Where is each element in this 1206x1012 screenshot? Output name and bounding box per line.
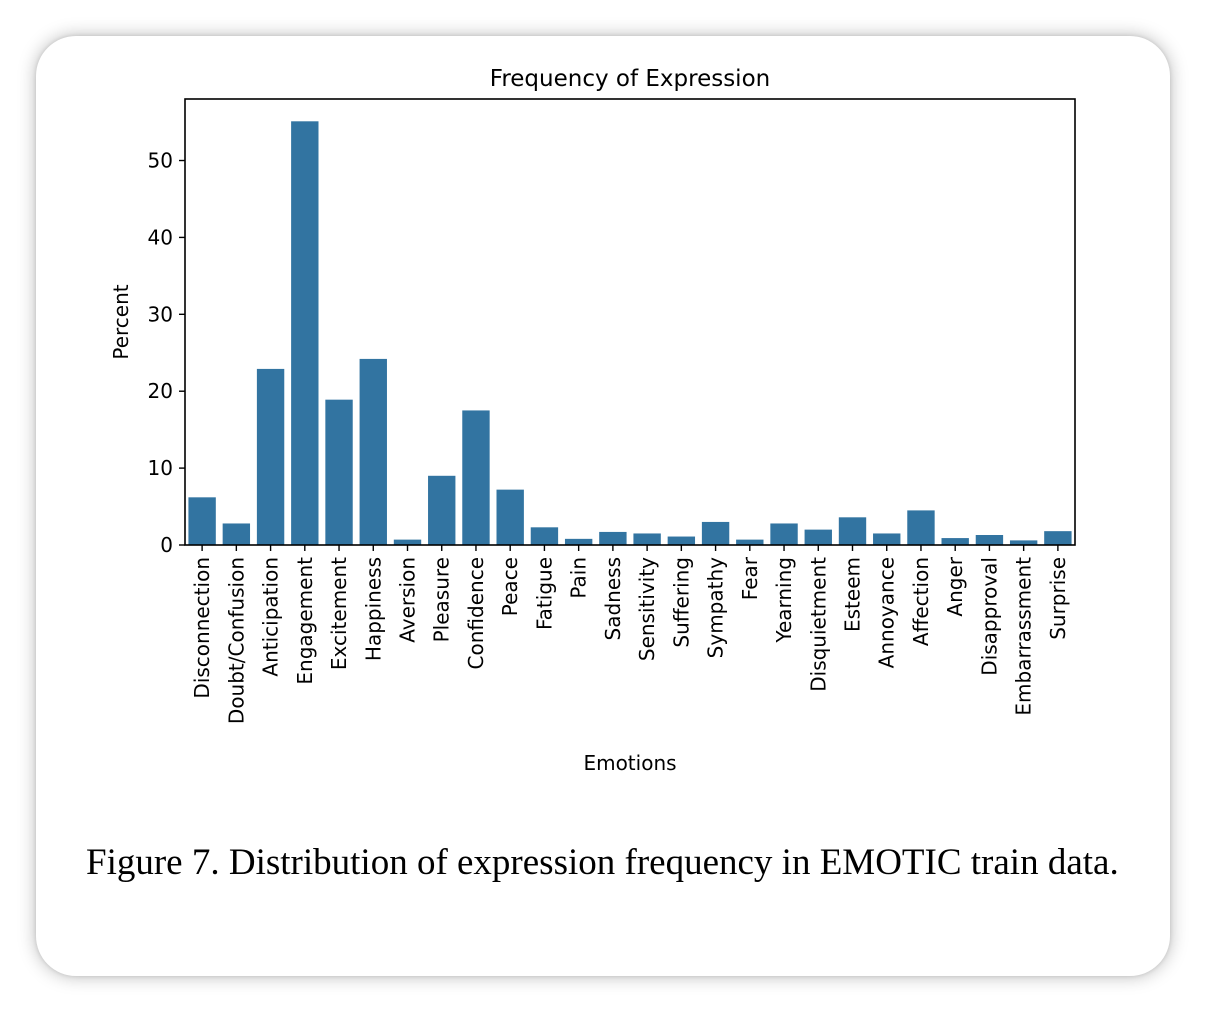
x-tick-label: Anger [943,556,967,616]
y-tick-label: 20 [148,379,173,403]
x-tick-label: Anticipation [259,557,283,677]
bar-anticipation [256,368,285,545]
bar-embarrassment [1009,540,1038,545]
bar-pain [564,538,593,545]
bars-group [188,121,1072,546]
bar-sensitivity [633,533,661,545]
bar-fear [736,539,764,545]
bar-affection [907,510,935,545]
figure-caption: Figure 7. Distribution of expression fre… [86,842,1119,883]
y-tick-label: 50 [148,149,173,173]
bar-annoyance [873,533,901,545]
chart-container: Frequency of Expression Percent Emotions… [36,36,1170,816]
bar-anger [941,538,969,545]
x-tick-label: Surprise [1046,557,1070,640]
bar-disquietment [804,529,832,545]
bar-pleasure [428,475,456,545]
bar-esteem [838,517,867,545]
y-tick-label: 0 [160,533,173,557]
plot-frame [184,98,1076,546]
bar-sympathy [701,521,730,545]
bar-engagement [291,121,319,546]
x-tick-label: Disapproval [977,557,1001,676]
x-ticks-group: Disconnection Doubt/Confusion Anticipation… [190,545,1070,724]
x-tick-label: Yearning [772,557,796,644]
bar-disconnection [188,497,216,545]
chart-title: Frequency of Expression [490,66,770,92]
x-tick-label: Engagement [293,557,317,685]
x-tick-label: Sympathy [704,557,728,658]
x-tick-label: Affection [909,557,933,646]
x-tick-label: Happiness [361,557,385,661]
x-tick-label: Peace [498,557,522,616]
bar-confidence [462,410,490,545]
y-ticks-group: 0 10 20 30 40 50 [148,149,185,557]
x-tick-label: Disconnection [190,557,214,699]
x-tick-label: Disquietment [806,557,830,692]
bar-sadness [599,531,627,545]
x-tick-label: Confidence [464,557,488,669]
y-tick-label: 40 [148,225,173,249]
x-tick-label: Aversion [396,557,420,643]
x-tick-label: Excitement [327,557,351,670]
y-tick-label: 10 [148,456,173,480]
x-tick-label: Annoyance [875,557,899,668]
x-tick-label: Pain [567,557,591,599]
x-tick-label: Fear [738,556,762,600]
x-tick-label: Suffering [669,557,693,648]
x-tick-label: Sensitivity [635,557,659,661]
figure-card: Frequency of Expression Percent Emotions… [36,36,1170,976]
y-axis-label: Percent [109,284,133,359]
bar-disapproval [975,535,1004,545]
x-tick-label: Fatigue [532,557,556,630]
bar-aversion [393,539,422,545]
x-tick-label: Embarrassment [1012,557,1036,716]
bar-suffering [667,536,696,545]
x-tick-label: Doubt/Confusion [224,557,248,724]
y-tick-label: 30 [148,302,173,326]
bar-excitement [325,399,353,545]
x-axis-label: Emotions [583,751,676,775]
bar-fatigue [530,527,559,545]
x-tick-label: Esteem [841,557,865,632]
bar-peace [496,489,524,545]
bar-yearning [770,523,798,545]
bar-happiness [359,358,387,545]
x-tick-label: Pleasure [430,557,454,642]
bar-chart: Frequency of Expression Percent Emotions… [109,66,1076,775]
bar-doubt-confusion [222,523,251,545]
x-tick-label: Sadness [601,557,625,640]
bar-surprise [1044,531,1072,545]
